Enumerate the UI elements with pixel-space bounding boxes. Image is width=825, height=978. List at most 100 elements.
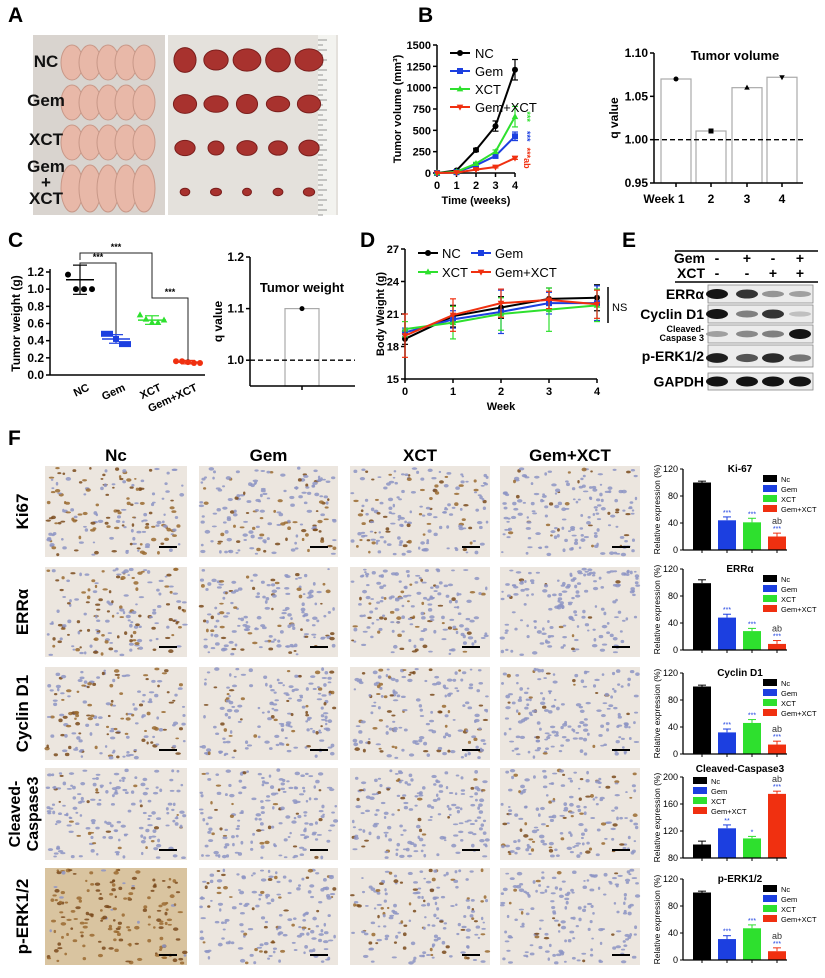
cell-nucleus — [205, 854, 210, 857]
cell-nucleus — [413, 644, 417, 649]
cell-nucleus — [577, 787, 581, 790]
cell-nucleus — [566, 482, 570, 487]
cell-nucleus — [583, 718, 588, 721]
cell-nucleus — [230, 652, 235, 656]
cell-nucleus — [635, 672, 640, 676]
cell-nucleus — [408, 773, 413, 778]
cell-nucleus — [508, 901, 512, 905]
cell-nucleus — [423, 741, 428, 746]
cell-nucleus — [589, 953, 594, 957]
cell-nucleus — [353, 640, 357, 643]
cell-nucleus — [436, 853, 440, 857]
cell-nucleus — [50, 734, 55, 738]
cell-nucleus — [360, 509, 364, 513]
cell-nucleus — [204, 885, 208, 890]
cell-nucleus — [483, 895, 487, 899]
cell-nucleus — [215, 784, 222, 787]
cell-nucleus — [115, 927, 121, 931]
cell-nucleus — [141, 851, 144, 856]
cell-nucleus — [560, 584, 566, 587]
cell-nucleus — [585, 779, 590, 783]
cell-nucleus — [469, 619, 475, 623]
cell-nucleus — [198, 504, 205, 508]
cell-nucleus — [571, 728, 574, 732]
cell-nucleus — [167, 802, 173, 806]
cell-nucleus — [583, 811, 587, 816]
significance-label: *** — [723, 929, 731, 936]
cell-nucleus — [554, 961, 559, 965]
row-label: ERRα — [13, 588, 32, 635]
cell-nucleus — [360, 531, 366, 534]
ihc-image — [500, 667, 640, 760]
cell-nucleus — [407, 539, 412, 544]
cell-nucleus — [558, 887, 563, 891]
cell-nucleus — [572, 679, 576, 683]
protein-label: p-ERK1/2 — [642, 348, 704, 364]
cell-nucleus — [266, 470, 271, 474]
cell-nucleus — [102, 835, 107, 839]
cell-nucleus — [377, 675, 382, 679]
cell-nucleus — [178, 727, 183, 731]
cell-nucleus — [322, 940, 329, 944]
legend-label: XCT — [781, 595, 796, 604]
cell-nucleus — [571, 487, 576, 491]
cell-nucleus — [578, 797, 582, 801]
cell-nucleus — [635, 882, 639, 885]
cell-nucleus — [315, 872, 320, 875]
cell-nucleus — [245, 512, 250, 514]
cell-nucleus — [400, 833, 404, 836]
cell-nucleus — [309, 884, 315, 888]
cell-nucleus — [374, 531, 377, 534]
cell-nucleus — [475, 508, 480, 512]
cell-nucleus — [290, 503, 295, 507]
cell-nucleus — [318, 933, 324, 936]
cell-nucleus — [165, 908, 169, 912]
cell-nucleus — [481, 788, 486, 792]
cell-nucleus — [76, 690, 80, 693]
cell-nucleus — [399, 824, 403, 828]
cell-nucleus — [211, 832, 215, 836]
cell-nucleus — [165, 901, 169, 905]
cell-nucleus — [576, 854, 581, 858]
cell-nucleus — [320, 815, 325, 818]
cell-nucleus — [474, 550, 479, 555]
cell-nucleus — [200, 520, 205, 524]
cell-nucleus — [164, 482, 168, 486]
cell-nucleus — [395, 678, 399, 683]
cell-nucleus — [129, 486, 134, 489]
cell-nucleus — [267, 957, 271, 960]
cell-nucleus — [140, 479, 145, 483]
cell-nucleus — [323, 683, 327, 687]
cell-nucleus — [594, 605, 598, 608]
cell-nucleus — [368, 941, 373, 945]
tumor — [296, 94, 322, 114]
cell-nucleus — [309, 727, 313, 730]
cell-nucleus — [198, 808, 204, 811]
cell-nucleus — [592, 684, 597, 688]
cell-nucleus — [114, 948, 119, 953]
cell-nucleus — [179, 961, 185, 965]
cell-nucleus — [228, 896, 233, 898]
condition-label: XCT — [677, 265, 705, 281]
cell-nucleus — [303, 633, 310, 636]
cell-nucleus — [403, 801, 409, 805]
cell-nucleus — [174, 817, 179, 820]
cell-nucleus — [426, 902, 431, 907]
cell-nucleus — [471, 642, 475, 646]
cell-nucleus — [375, 743, 382, 746]
cell-nucleus — [455, 903, 458, 906]
data-point — [472, 160, 480, 167]
cell-nucleus — [84, 528, 89, 532]
cell-nucleus — [124, 732, 129, 735]
cell-nucleus — [302, 614, 308, 617]
cell-nucleus — [607, 511, 611, 515]
cell-nucleus — [397, 633, 402, 638]
cell-nucleus — [150, 889, 155, 892]
cell-nucleus — [330, 476, 336, 480]
cell-nucleus — [325, 722, 328, 726]
significance-label: *** — [723, 607, 731, 614]
cell-nucleus — [533, 620, 536, 623]
cell-nucleus — [68, 820, 74, 823]
cell-nucleus — [506, 822, 510, 825]
cell-nucleus — [597, 473, 604, 476]
